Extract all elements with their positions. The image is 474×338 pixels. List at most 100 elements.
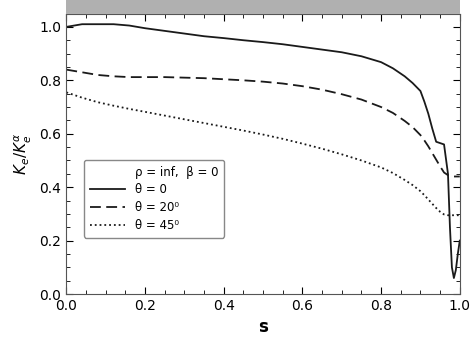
θ = 45⁰ <box>453 213 459 217</box>
θ = 45⁰ <box>221 125 227 129</box>
θ = 20⁰ <box>162 75 167 79</box>
θ = 20⁰ <box>457 174 463 178</box>
θ = 20⁰ <box>182 76 187 80</box>
θ = 0 <box>221 36 227 40</box>
θ = 20⁰ <box>433 158 439 162</box>
θ = 0 <box>451 276 457 280</box>
θ = 45⁰ <box>390 171 396 175</box>
θ = 45⁰ <box>358 159 364 163</box>
θ = 45⁰ <box>433 206 439 210</box>
Y-axis label: $K_e/K_e^{\alpha}$: $K_e/K_e^{\alpha}$ <box>13 133 34 175</box>
θ = 20⁰ <box>421 138 427 142</box>
θ = 20⁰ <box>201 76 207 80</box>
θ = 20⁰ <box>378 105 384 109</box>
θ = 0 <box>64 25 69 29</box>
θ = 0 <box>339 50 345 54</box>
θ = 0 <box>441 142 447 146</box>
θ = 45⁰ <box>162 114 167 118</box>
θ = 45⁰ <box>402 178 408 182</box>
θ = 45⁰ <box>201 121 207 125</box>
θ = 20⁰ <box>418 133 423 137</box>
θ = 20⁰ <box>445 173 451 177</box>
θ = 45⁰ <box>445 213 451 217</box>
θ = 0 <box>162 29 167 33</box>
Legend: ρ = inf,  β = 0, θ = 0, θ = 20⁰, θ = 45⁰: ρ = inf, β = 0, θ = 0, θ = 20⁰, θ = 45⁰ <box>84 160 224 238</box>
θ = 20⁰ <box>319 88 325 92</box>
θ = 0 <box>142 26 148 30</box>
θ = 0 <box>410 81 415 85</box>
θ = 20⁰ <box>339 92 345 96</box>
θ = 20⁰ <box>441 170 447 174</box>
θ = 20⁰ <box>142 75 148 79</box>
θ = 20⁰ <box>240 78 246 82</box>
θ = 0 <box>300 45 305 49</box>
θ = 20⁰ <box>221 77 227 81</box>
θ = 20⁰ <box>429 151 435 155</box>
θ = 45⁰ <box>421 193 427 197</box>
θ = 0 <box>390 66 396 70</box>
θ = 45⁰ <box>437 210 443 214</box>
θ = 20⁰ <box>300 84 305 88</box>
θ = 45⁰ <box>64 90 69 94</box>
θ = 45⁰ <box>449 213 455 217</box>
θ = 45⁰ <box>111 104 117 108</box>
θ = 0 <box>201 34 207 38</box>
θ = 0 <box>378 60 384 64</box>
θ = 45⁰ <box>319 147 325 151</box>
θ = 0 <box>79 22 85 26</box>
X-axis label: s: s <box>258 318 268 336</box>
θ = 45⁰ <box>182 117 187 121</box>
θ = 20⁰ <box>260 80 266 84</box>
θ = 45⁰ <box>426 197 431 201</box>
θ = 45⁰ <box>339 152 345 156</box>
θ = 45⁰ <box>127 107 132 111</box>
θ = 0 <box>426 112 431 116</box>
θ = 45⁰ <box>418 189 423 193</box>
θ = 0 <box>455 252 461 256</box>
θ = 45⁰ <box>79 96 85 100</box>
θ = 45⁰ <box>260 132 266 137</box>
θ = 0 <box>182 31 187 35</box>
θ = 45⁰ <box>240 128 246 132</box>
θ = 0 <box>280 42 285 46</box>
θ = 0 <box>418 89 423 93</box>
θ = 20⁰ <box>111 74 117 78</box>
θ = 45⁰ <box>95 100 100 104</box>
θ = 20⁰ <box>453 174 459 178</box>
θ = 0 <box>457 239 463 243</box>
θ = 0 <box>240 38 246 42</box>
θ = 0 <box>421 100 427 104</box>
θ = 0 <box>453 268 459 272</box>
θ = 20⁰ <box>64 68 69 72</box>
θ = 20⁰ <box>95 73 100 77</box>
θ = 20⁰ <box>437 164 443 168</box>
θ = 45⁰ <box>457 213 463 217</box>
θ = 45⁰ <box>378 165 384 169</box>
θ = 0 <box>437 141 443 145</box>
θ = 45⁰ <box>142 110 148 114</box>
θ = 20⁰ <box>410 125 415 129</box>
θ = 45⁰ <box>429 202 435 206</box>
θ = 20⁰ <box>449 174 455 178</box>
θ = 20⁰ <box>79 70 85 74</box>
θ = 0 <box>447 225 453 229</box>
θ = 45⁰ <box>300 142 305 146</box>
θ = 0 <box>445 172 451 176</box>
θ = 20⁰ <box>358 98 364 102</box>
Line: θ = 20⁰: θ = 20⁰ <box>66 70 460 176</box>
θ = 20⁰ <box>280 81 285 86</box>
θ = 45⁰ <box>410 183 415 187</box>
θ = 0 <box>95 22 100 26</box>
θ = 0 <box>319 48 325 52</box>
θ = 0 <box>260 40 266 44</box>
θ = 20⁰ <box>426 144 431 148</box>
θ = 20⁰ <box>127 75 132 79</box>
θ = 0 <box>127 24 132 28</box>
θ = 45⁰ <box>280 137 285 141</box>
Line: θ = 0: θ = 0 <box>66 24 460 278</box>
θ = 20⁰ <box>390 111 396 115</box>
θ = 0 <box>449 265 455 269</box>
θ = 45⁰ <box>441 212 447 216</box>
Line: θ = 45⁰: θ = 45⁰ <box>66 92 460 215</box>
θ = 0 <box>358 54 364 58</box>
